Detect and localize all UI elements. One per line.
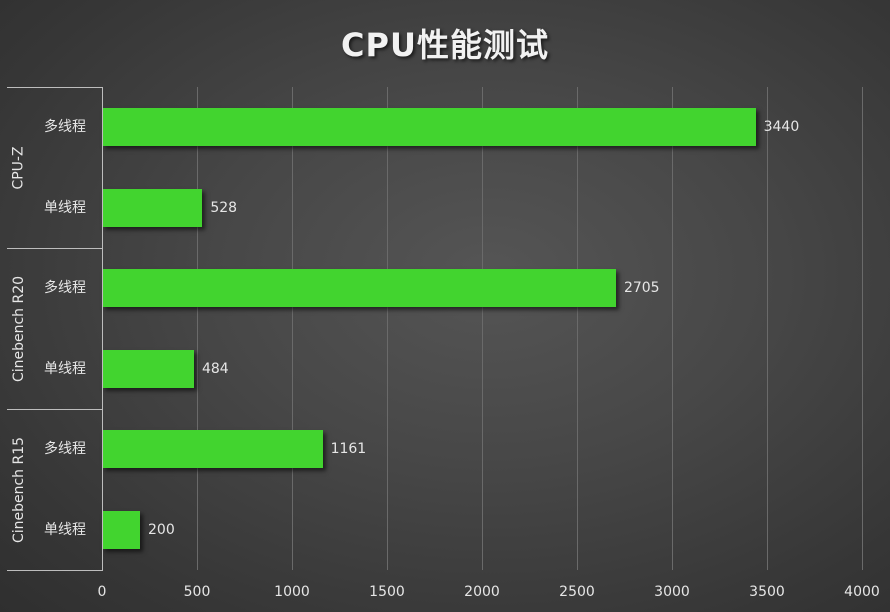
- plot-area: 3440 528 2705 484 1161 200: [102, 87, 863, 570]
- gridline: [387, 87, 388, 570]
- group-label-text: CPU-Z: [11, 145, 28, 190]
- bar-value-label: 200: [148, 521, 175, 538]
- bar: [102, 188, 203, 227]
- group-label: CPU-Z: [8, 87, 30, 248]
- x-tick-label: 1500: [369, 584, 405, 600]
- x-tick-label: 2000: [464, 584, 500, 600]
- group-divider: [7, 570, 102, 571]
- category-label: 单线程: [44, 199, 86, 216]
- x-tick-label: 3500: [749, 584, 785, 600]
- bar: [102, 430, 323, 469]
- gridline: [862, 87, 863, 570]
- gridline: [672, 87, 673, 570]
- bar: [102, 510, 140, 549]
- gridline: [292, 87, 293, 570]
- bar: [102, 269, 616, 308]
- bar-value-label: 1161: [330, 441, 367, 458]
- x-tick-label: 0: [97, 584, 107, 600]
- category-label: 多线程: [44, 280, 86, 297]
- bar: [102, 108, 756, 147]
- x-tick-label: 4000: [844, 584, 880, 600]
- gridline: [197, 87, 198, 570]
- x-tick-label: 2500: [559, 584, 595, 600]
- x-tick-label: 500: [183, 584, 211, 600]
- category-label: 多线程: [44, 119, 86, 136]
- group-divider: [7, 248, 102, 249]
- gridline: [767, 87, 768, 570]
- y-axis-line: [102, 87, 103, 571]
- bar-value-label: 484: [201, 360, 229, 377]
- group-label: Cinebench R20: [8, 248, 30, 409]
- x-tick-label: 3000: [654, 584, 690, 600]
- chart-title: CPU性能测试: [341, 26, 549, 64]
- gridline: [482, 87, 483, 570]
- group-divider: [7, 409, 102, 410]
- bar-value-label: 2705: [623, 280, 660, 297]
- group-label: Cinebench R15: [8, 409, 30, 570]
- category-label: 单线程: [44, 521, 86, 538]
- bar-value-label: 3440: [763, 119, 800, 136]
- bar: [102, 349, 194, 388]
- group-divider: [7, 87, 102, 88]
- category-label: 多线程: [44, 441, 86, 458]
- gridline: [577, 87, 578, 570]
- category-label: 单线程: [44, 360, 86, 377]
- x-tick-label: 1000: [274, 584, 310, 600]
- bar-value-label: 528: [210, 199, 238, 216]
